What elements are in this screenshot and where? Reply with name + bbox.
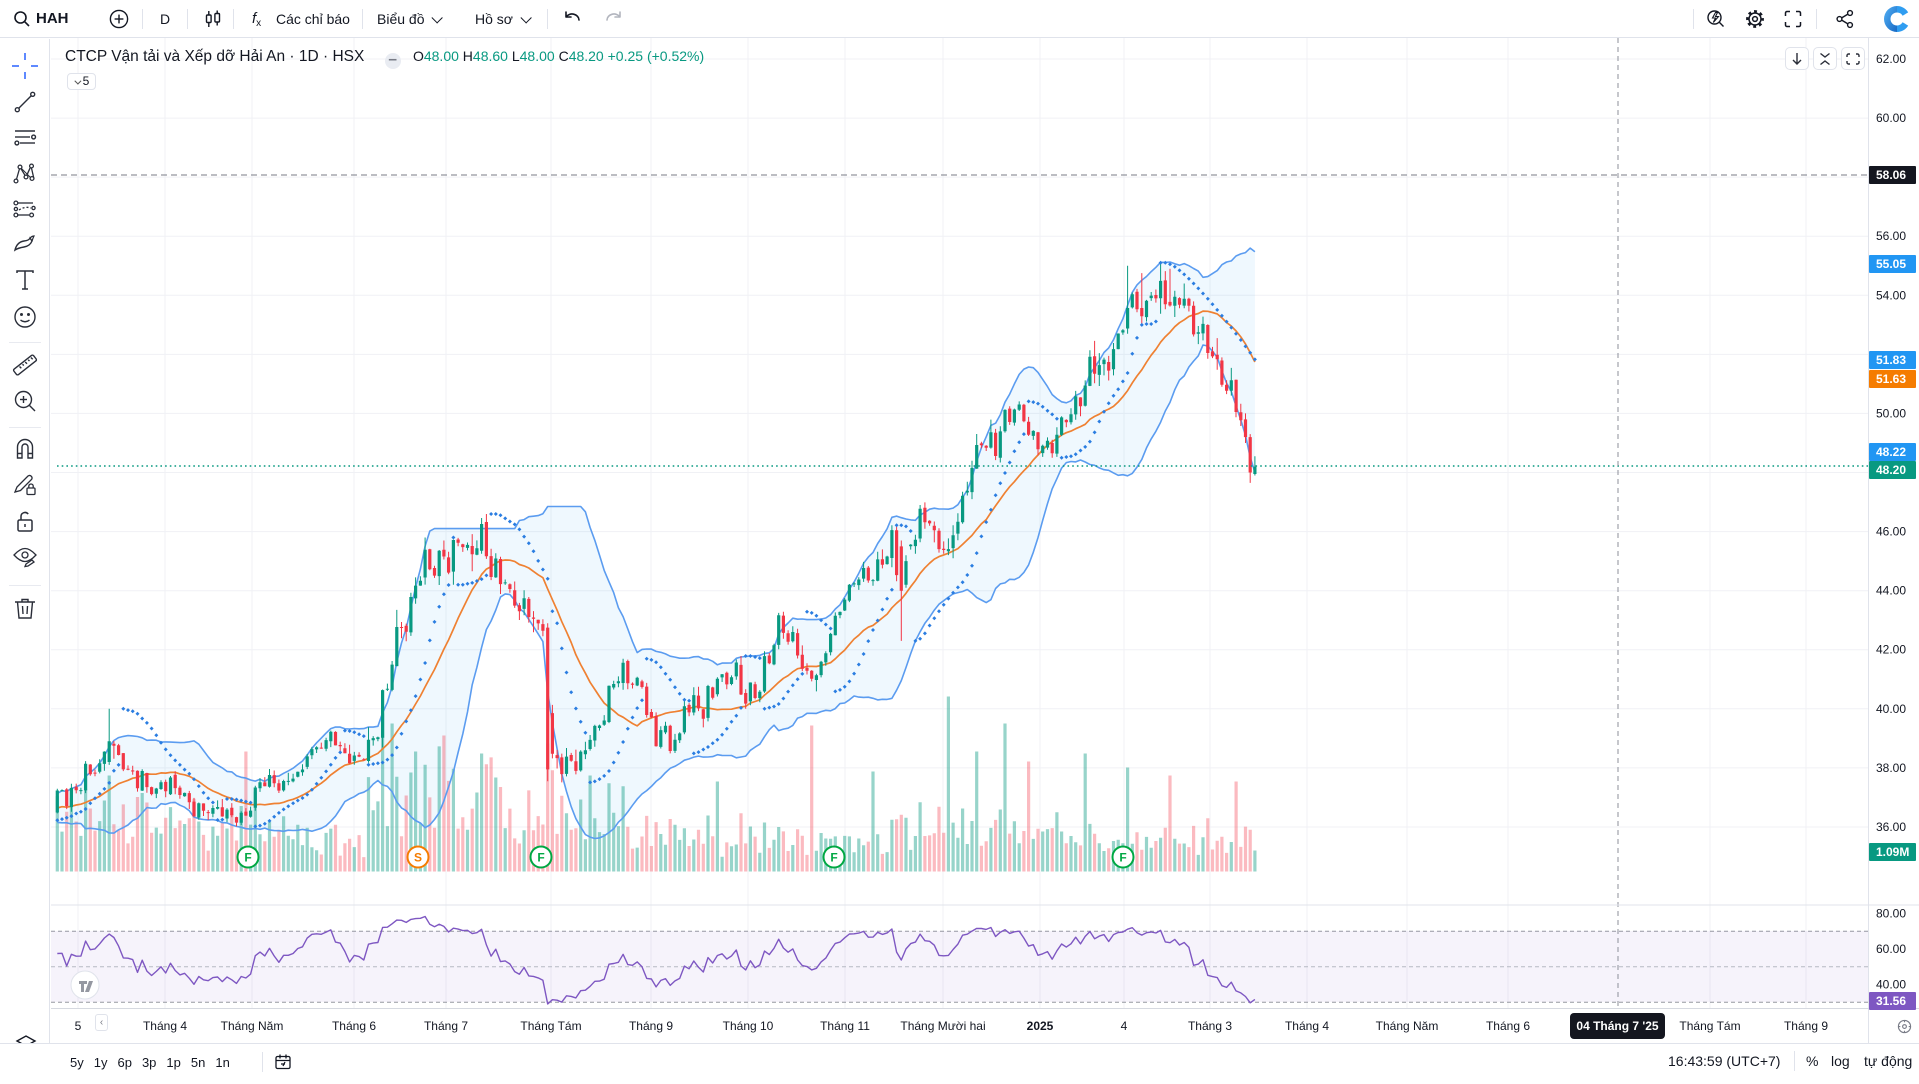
svg-text:F: F	[830, 851, 837, 865]
svg-text:Tháng 4: Tháng 4	[143, 1019, 187, 1033]
svg-text:38.00: 38.00	[1876, 761, 1906, 775]
svg-text:Tháng 9: Tháng 9	[1784, 1019, 1828, 1033]
svg-text:F: F	[537, 851, 544, 865]
svg-text:Tháng Tám: Tháng Tám	[1679, 1019, 1740, 1033]
svg-text:48.22: 48.22	[1876, 445, 1906, 459]
svg-text:2025: 2025	[1027, 1019, 1054, 1033]
svg-text:Tháng 10: Tháng 10	[723, 1019, 774, 1033]
svg-text:42.00: 42.00	[1876, 643, 1906, 657]
svg-text:31.56: 31.56	[1876, 994, 1906, 1008]
svg-text:40.00: 40.00	[1876, 702, 1906, 716]
svg-text:4: 4	[1121, 1019, 1128, 1033]
svg-text:Tháng 3: Tháng 3	[1188, 1019, 1232, 1033]
svg-text:Tháng 9: Tháng 9	[629, 1019, 673, 1033]
svg-text:56.00: 56.00	[1876, 229, 1906, 243]
svg-text:Tháng Mười hai: Tháng Mười hai	[900, 1019, 985, 1033]
svg-text:5: 5	[75, 1019, 82, 1033]
svg-text:58.06: 58.06	[1876, 168, 1906, 182]
svg-text:Tháng 7: Tháng 7	[424, 1019, 468, 1033]
svg-text:1.09M: 1.09M	[1876, 845, 1909, 859]
svg-text:40.00: 40.00	[1876, 978, 1906, 992]
svg-text:Tháng 6: Tháng 6	[1486, 1019, 1530, 1033]
svg-text:Tháng 6: Tháng 6	[332, 1019, 376, 1033]
svg-text:54.00: 54.00	[1876, 288, 1906, 302]
svg-text:80.00: 80.00	[1876, 907, 1906, 921]
svg-text:Tháng 4: Tháng 4	[1285, 1019, 1329, 1033]
svg-text:44.00: 44.00	[1876, 584, 1906, 598]
svg-text:51.63: 51.63	[1876, 372, 1906, 386]
svg-text:S: S	[414, 851, 422, 865]
svg-text:46.00: 46.00	[1876, 525, 1906, 539]
svg-text:Tháng Năm: Tháng Năm	[1376, 1019, 1439, 1033]
svg-text:04 Tháng 7 '25: 04 Tháng 7 '25	[1576, 1019, 1659, 1033]
svg-text:60.00: 60.00	[1876, 111, 1906, 125]
svg-text:60.00: 60.00	[1876, 942, 1906, 956]
svg-text:Tháng Năm: Tháng Năm	[221, 1019, 284, 1033]
svg-text:48.20: 48.20	[1876, 463, 1906, 477]
svg-text:55.05: 55.05	[1876, 257, 1906, 271]
svg-text:62.00: 62.00	[1876, 52, 1906, 66]
svg-text:50.00: 50.00	[1876, 406, 1906, 420]
svg-text:F: F	[1119, 851, 1126, 865]
svg-text:F: F	[244, 851, 251, 865]
svg-text:51.83: 51.83	[1876, 353, 1906, 367]
svg-text:Tháng Tám: Tháng Tám	[520, 1019, 581, 1033]
svg-text:Tháng 11: Tháng 11	[820, 1019, 870, 1033]
svg-text:36.00: 36.00	[1876, 820, 1906, 834]
